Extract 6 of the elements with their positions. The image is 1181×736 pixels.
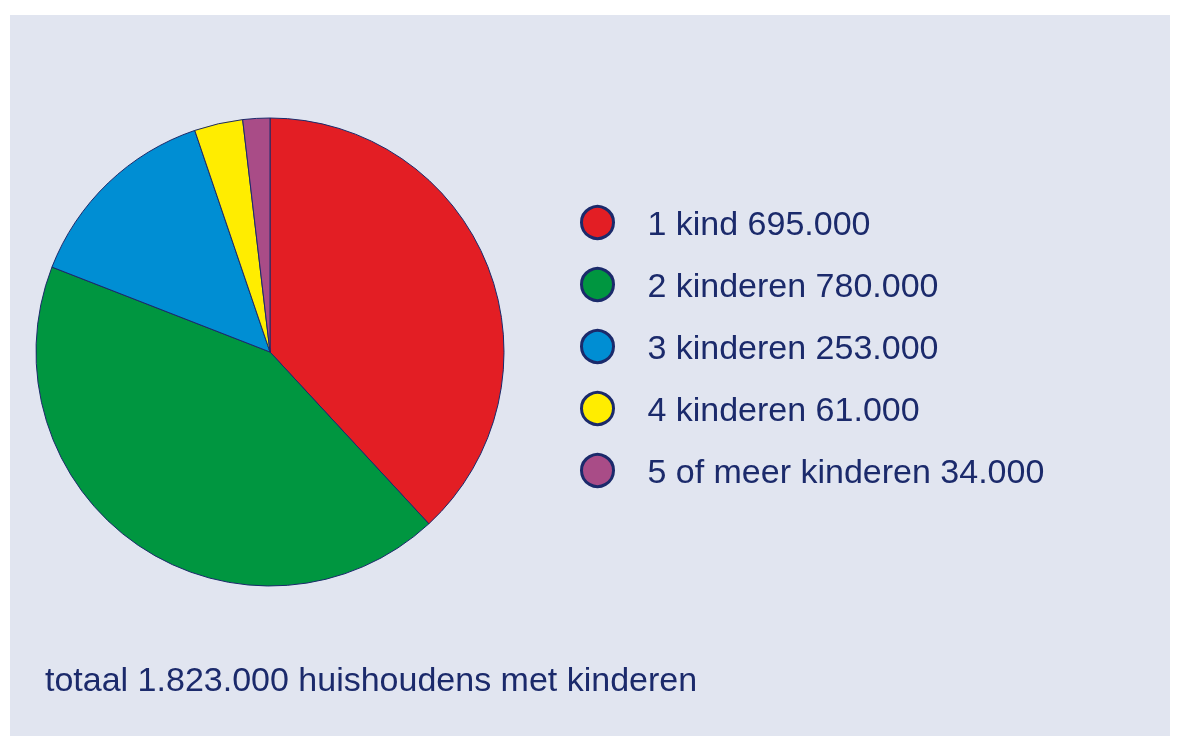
legend-label: 2 kinderen 780.000 (628, 265, 939, 304)
legend-label: 4 kinderen 61.000 (628, 389, 920, 428)
legend-label: 3 kinderen 253.000 (628, 327, 939, 366)
legend-label: 5 of meer kinderen 34.000 (628, 451, 1045, 490)
legend-label: 1 kind 695.000 (628, 203, 871, 242)
text: totaal 1.823.000 huishoudens met kinderen (45, 660, 698, 698)
